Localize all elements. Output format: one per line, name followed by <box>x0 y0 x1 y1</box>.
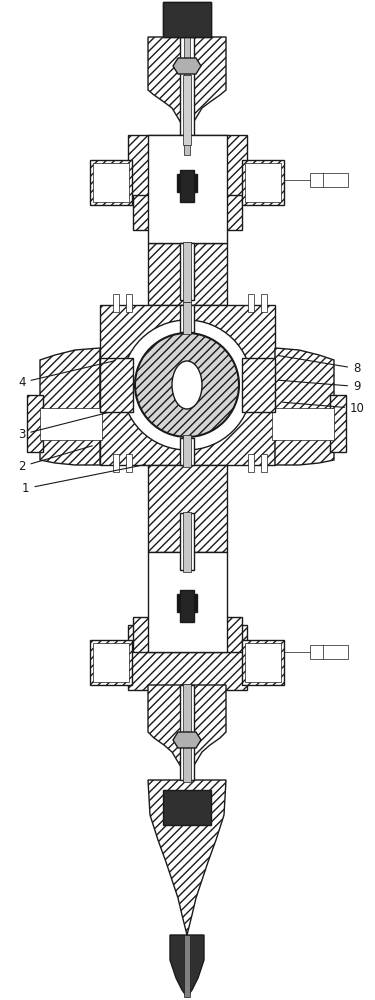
Bar <box>93 163 129 202</box>
Polygon shape <box>173 58 201 74</box>
Bar <box>180 438 194 465</box>
Text: 8: 8 <box>278 355 360 375</box>
Bar <box>27 395 43 452</box>
Bar <box>183 75 191 145</box>
Bar <box>100 358 133 412</box>
Bar <box>163 2 211 37</box>
Bar <box>261 294 267 312</box>
Bar <box>183 435 191 467</box>
Bar <box>133 617 242 652</box>
Bar <box>183 512 191 572</box>
Bar <box>148 135 227 243</box>
Bar <box>183 242 191 302</box>
Bar <box>40 408 102 440</box>
Text: 10: 10 <box>283 402 365 415</box>
Bar <box>126 294 132 312</box>
Bar <box>126 454 132 472</box>
Bar <box>90 160 132 205</box>
Bar <box>163 790 211 825</box>
Bar <box>180 685 194 780</box>
Bar <box>261 454 267 472</box>
Bar <box>180 170 194 202</box>
Text: 3: 3 <box>18 413 107 441</box>
Bar <box>242 358 275 412</box>
Bar <box>180 243 194 300</box>
Bar <box>242 160 284 205</box>
Bar <box>180 305 194 332</box>
Bar <box>310 173 348 187</box>
Bar <box>184 35 190 155</box>
Bar <box>245 643 281 682</box>
Polygon shape <box>40 348 100 465</box>
Bar <box>113 294 119 312</box>
Bar <box>180 590 194 622</box>
Bar <box>183 302 191 334</box>
Polygon shape <box>148 685 226 780</box>
Text: 1: 1 <box>22 465 145 495</box>
Bar <box>148 552 227 652</box>
Bar <box>310 645 348 659</box>
Bar <box>128 625 247 690</box>
Bar <box>180 37 194 135</box>
Bar <box>245 163 281 202</box>
Polygon shape <box>148 37 226 135</box>
Bar <box>180 513 194 570</box>
Bar <box>113 454 119 472</box>
Bar <box>100 305 275 465</box>
Text: 9: 9 <box>279 380 360 393</box>
Bar <box>248 294 254 312</box>
Bar <box>90 640 132 685</box>
Polygon shape <box>275 348 334 465</box>
Bar <box>128 135 247 200</box>
Bar <box>148 465 227 552</box>
Bar <box>248 454 254 472</box>
Bar <box>163 2 211 37</box>
Bar <box>242 640 284 685</box>
Bar <box>183 684 191 782</box>
Bar <box>133 195 242 230</box>
Bar <box>330 395 346 452</box>
Bar <box>93 643 129 682</box>
Polygon shape <box>148 780 226 935</box>
Text: 2: 2 <box>18 446 92 473</box>
Bar <box>272 408 334 440</box>
Bar <box>177 174 197 192</box>
Circle shape <box>122 320 252 450</box>
Polygon shape <box>173 732 201 748</box>
Bar <box>184 935 190 997</box>
Ellipse shape <box>172 361 202 409</box>
Bar <box>148 243 227 305</box>
Polygon shape <box>170 935 204 997</box>
Circle shape <box>135 333 239 437</box>
Bar <box>177 594 197 612</box>
Text: 4: 4 <box>18 361 115 389</box>
